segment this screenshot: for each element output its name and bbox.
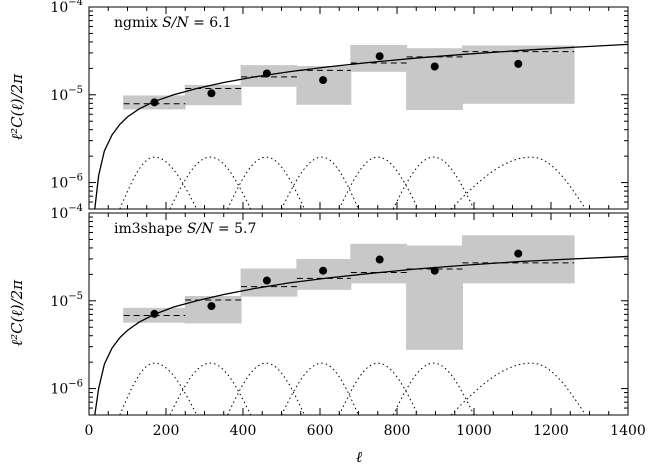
window-function-curve bbox=[169, 362, 252, 415]
y-tick-label: 10−4 bbox=[50, 203, 83, 222]
top-panel-ngmix: 10−6 10−5 10−4 ngmix S/N = 6.1 bbox=[50, 0, 629, 210]
x-tick-label: 400 bbox=[230, 423, 257, 439]
window-function-curve bbox=[338, 156, 419, 209]
bandpower-point bbox=[319, 266, 328, 275]
window-function-curve bbox=[227, 362, 306, 415]
x-tick-label: 600 bbox=[307, 423, 334, 439]
y-axis-label-bottom: ℓ²C(ℓ)/2π bbox=[8, 279, 26, 346]
bandpower-point bbox=[207, 89, 216, 98]
window-function-curve bbox=[227, 156, 306, 209]
bandpower-error-box bbox=[296, 66, 352, 105]
bandpower-error-box bbox=[350, 243, 408, 284]
window-function-curve bbox=[338, 362, 419, 415]
bandpower-error-box bbox=[461, 45, 575, 104]
bandpower-point bbox=[375, 255, 384, 264]
bandpower-point bbox=[207, 302, 216, 311]
bandpower-point bbox=[430, 266, 439, 275]
bottom-panel-im3shape: 10−6 10−5 10−4 0 200 400 600 800 1000 1200 1400 im3… bbox=[50, 203, 645, 439]
bandpower-error-box bbox=[406, 48, 463, 110]
bandpower-point bbox=[319, 76, 328, 85]
window-function-curve bbox=[281, 156, 359, 209]
x-tick-label: 1400 bbox=[610, 423, 646, 439]
bandpower-error-box bbox=[461, 235, 575, 284]
bandpower-error-box bbox=[406, 245, 463, 350]
x-tick-label: 200 bbox=[153, 423, 180, 439]
x-tick-label: 800 bbox=[384, 423, 411, 439]
y-tick-label: 10−5 bbox=[50, 85, 83, 104]
y-tick-label: 10−4 bbox=[50, 0, 83, 16]
x-axis-label: ℓ bbox=[356, 448, 362, 466]
bandpower-point bbox=[375, 52, 384, 61]
window-function-curve bbox=[450, 156, 587, 209]
signal-to-noise-annotation: ngmix S/N = 6.1 bbox=[114, 15, 232, 31]
window-function-curve bbox=[169, 156, 252, 209]
plot-area bbox=[94, 235, 628, 415]
window-function-curve bbox=[119, 362, 198, 415]
theory-curve bbox=[94, 255, 628, 415]
window-function-curve bbox=[392, 362, 475, 415]
x-tick-label: 1200 bbox=[533, 423, 569, 439]
theory-curve bbox=[94, 43, 628, 209]
window-function-curve bbox=[450, 362, 587, 415]
bandpower-point bbox=[514, 249, 523, 258]
signal-to-noise-annotation: im3shape S/N = 5.7 bbox=[114, 221, 256, 237]
bandpower-point bbox=[262, 69, 271, 78]
y-tick-label: 10−5 bbox=[50, 291, 83, 310]
x-tick-label: 0 bbox=[85, 423, 94, 439]
x-tick-label: 1000 bbox=[456, 423, 492, 439]
window-function-curve bbox=[281, 362, 359, 415]
y-tick-label: 10−6 bbox=[50, 173, 83, 192]
plot-area bbox=[94, 43, 628, 209]
window-function-curve bbox=[119, 156, 198, 209]
bandpower-point bbox=[150, 309, 159, 318]
bandpower-point bbox=[262, 276, 271, 285]
y-tick-label: 10−6 bbox=[50, 379, 83, 398]
y-axis-label-top: ℓ²C(ℓ)/2π bbox=[8, 73, 26, 140]
bandpower-point bbox=[430, 62, 439, 71]
bandpower-point bbox=[150, 98, 159, 107]
window-function-curve bbox=[392, 156, 475, 209]
bandpower-point bbox=[514, 59, 523, 68]
